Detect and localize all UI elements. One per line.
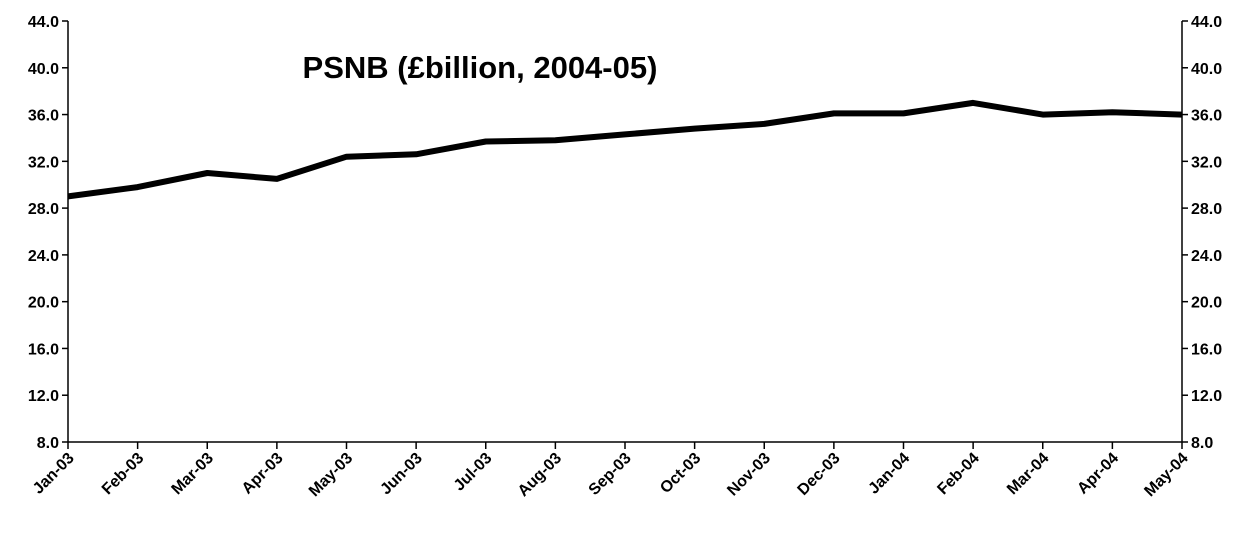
y-tick-label-right: 32.0 xyxy=(1191,154,1222,171)
y-tick-label-right: 24.0 xyxy=(1191,248,1222,265)
x-tick-label: Mar-04 xyxy=(1004,450,1053,499)
x-tick-label: Aug-03 xyxy=(515,450,565,500)
y-tick-label-right: 16.0 xyxy=(1191,341,1222,358)
x-tick-label: Apr-04 xyxy=(1074,450,1122,498)
x-axis: Jan-03 Feb-03 Mar-03 Apr-03 May-03 Jun-03 Jul-… xyxy=(30,441,1192,500)
x-tick-label: Nov-03 xyxy=(724,450,774,500)
x-tick-label: May-03 xyxy=(306,450,356,500)
y-tick-label-right: 12.0 xyxy=(1191,388,1222,405)
series-layer xyxy=(67,99,1183,200)
x-tick-label: Oct-03 xyxy=(657,450,704,497)
chart-title: PSNB (£billion, 2004-05) xyxy=(303,50,658,85)
y-tick-label-left: 12.0 xyxy=(28,388,59,405)
y-axis-left: 8.0 12.0 16.0 20.0 24.0 28.0 32.0 36.0 40.0 44.0 xyxy=(28,14,69,452)
y-tick-label-left: 36.0 xyxy=(28,108,59,125)
x-tick-label: Mar-03 xyxy=(169,450,218,499)
y-tick-label-right: 8.0 xyxy=(1191,435,1213,452)
y-tick-label-right: 40.0 xyxy=(1191,61,1222,78)
y-axis-right: 8.0 12.0 16.0 20.0 24.0 28.0 32.0 36.0 40.0 44.0 xyxy=(1181,14,1222,452)
x-tick-label: Dec-03 xyxy=(795,450,844,499)
y-tick-label-left: 32.0 xyxy=(28,154,59,171)
y-tick-label-left: 40.0 xyxy=(28,61,59,78)
y-tick-label-left: 16.0 xyxy=(28,341,59,358)
y-tick-label-left: 28.0 xyxy=(28,201,59,218)
x-tick-label: May-04 xyxy=(1141,450,1191,500)
y-tick-label-right: 36.0 xyxy=(1191,108,1222,125)
x-tick-label: Jul-03 xyxy=(451,450,496,495)
x-tick-label: Feb-04 xyxy=(934,450,983,499)
y-tick-label-left: 8.0 xyxy=(37,435,59,452)
y-tick-label-right: 28.0 xyxy=(1191,201,1222,218)
y-tick-label-left: 20.0 xyxy=(28,295,59,312)
series-line xyxy=(67,99,1183,200)
x-tick-label: Sep-03 xyxy=(586,450,635,499)
y-tick-label-right: 20.0 xyxy=(1191,295,1222,312)
x-tick-label: Apr-03 xyxy=(239,450,287,498)
x-tick-label: Feb-03 xyxy=(99,450,148,499)
x-tick-label: Jan-04 xyxy=(865,450,913,498)
y-tick-label-left: 44.0 xyxy=(28,14,59,31)
y-tick-label-right: 44.0 xyxy=(1191,14,1222,31)
y-tick-label-left: 24.0 xyxy=(28,248,59,265)
x-tick-label: Jan-03 xyxy=(30,450,78,498)
x-tick-label: Jun-03 xyxy=(377,450,426,499)
